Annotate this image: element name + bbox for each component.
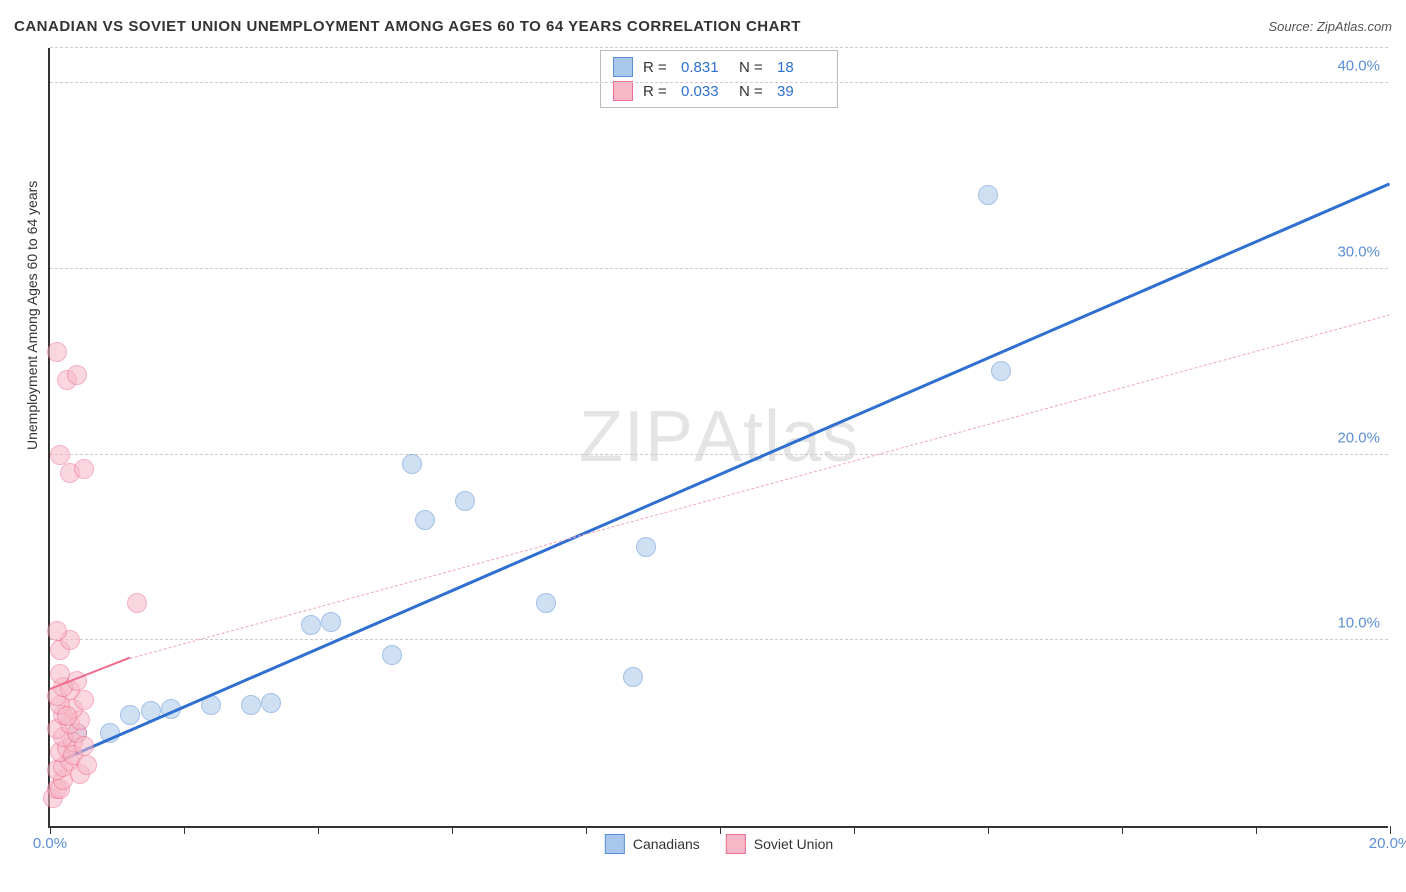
data-point <box>74 459 94 479</box>
data-point <box>455 491 475 511</box>
gridline-h <box>50 639 1388 640</box>
data-point <box>57 706 77 726</box>
legend-item-canadians: Canadians <box>605 834 700 854</box>
data-point <box>991 361 1011 381</box>
data-point <box>50 445 70 465</box>
y-tick-label: 30.0% <box>1337 243 1380 260</box>
legend-label-canadians: Canadians <box>633 836 700 852</box>
data-point <box>623 667 643 687</box>
x-tick <box>720 826 721 834</box>
x-tick <box>50 826 51 834</box>
x-tick <box>452 826 453 834</box>
data-point <box>382 645 402 665</box>
gridline-h <box>50 454 1388 455</box>
stats-row-canadians: R = 0.831 N = 18 <box>613 55 825 79</box>
x-tick <box>988 826 989 834</box>
x-tick <box>1122 826 1123 834</box>
watermark-part1: ZIP <box>579 397 694 477</box>
data-point <box>301 615 321 635</box>
scatter-plot: ZIPAtlas R = 0.831 N = 18 R = 0.033 N = … <box>48 48 1388 828</box>
r-value-canadians: 0.831 <box>681 59 729 76</box>
x-tick <box>1256 826 1257 834</box>
data-point <box>536 593 556 613</box>
r-label: R = <box>643 59 671 76</box>
data-point <box>321 612 341 632</box>
swatch-soviet <box>613 81 633 101</box>
data-point <box>47 621 67 641</box>
data-point <box>47 342 67 362</box>
x-tick-label: 20.0% <box>1369 835 1406 852</box>
r-label: R = <box>643 83 671 100</box>
r-value-soviet: 0.033 <box>681 83 729 100</box>
data-point <box>67 365 87 385</box>
data-point <box>978 185 998 205</box>
data-point <box>261 693 281 713</box>
legend: Canadians Soviet Union <box>605 834 833 854</box>
gridline-h <box>50 82 1388 83</box>
x-tick-label: 0.0% <box>33 835 67 852</box>
x-tick <box>586 826 587 834</box>
watermark-text: ZIPAtlas <box>579 396 859 478</box>
data-point <box>415 510 435 530</box>
n-label: N = <box>739 59 767 76</box>
y-axis-label: Unemployment Among Ages 60 to 64 years <box>24 181 40 450</box>
y-tick-label: 20.0% <box>1337 429 1380 446</box>
x-tick <box>184 826 185 834</box>
data-point <box>127 593 147 613</box>
legend-item-soviet: Soviet Union <box>726 834 833 854</box>
legend-swatch-soviet <box>726 834 746 854</box>
x-tick <box>318 826 319 834</box>
n-label: N = <box>739 83 767 100</box>
gridline-h <box>50 47 1388 48</box>
swatch-canadians <box>613 57 633 77</box>
correlation-stats-box: R = 0.831 N = 18 R = 0.033 N = 39 <box>600 50 838 108</box>
trend-line <box>130 314 1390 659</box>
data-point <box>636 537 656 557</box>
x-tick <box>854 826 855 834</box>
y-tick-label: 40.0% <box>1337 58 1380 75</box>
data-point <box>77 755 97 775</box>
legend-swatch-canadians <box>605 834 625 854</box>
data-point <box>402 454 422 474</box>
data-point <box>120 705 140 725</box>
trend-line <box>63 182 1391 760</box>
source-attribution: Source: ZipAtlas.com <box>1268 19 1392 34</box>
legend-label-soviet: Soviet Union <box>754 836 833 852</box>
data-point <box>74 736 94 756</box>
x-tick <box>1390 826 1391 834</box>
y-tick-label: 10.0% <box>1337 615 1380 632</box>
chart-title: CANADIAN VS SOVIET UNION UNEMPLOYMENT AM… <box>14 18 801 35</box>
title-bar: CANADIAN VS SOVIET UNION UNEMPLOYMENT AM… <box>14 18 1392 35</box>
n-value-soviet: 39 <box>777 83 825 100</box>
data-point <box>241 695 261 715</box>
n-value-canadians: 18 <box>777 59 825 76</box>
